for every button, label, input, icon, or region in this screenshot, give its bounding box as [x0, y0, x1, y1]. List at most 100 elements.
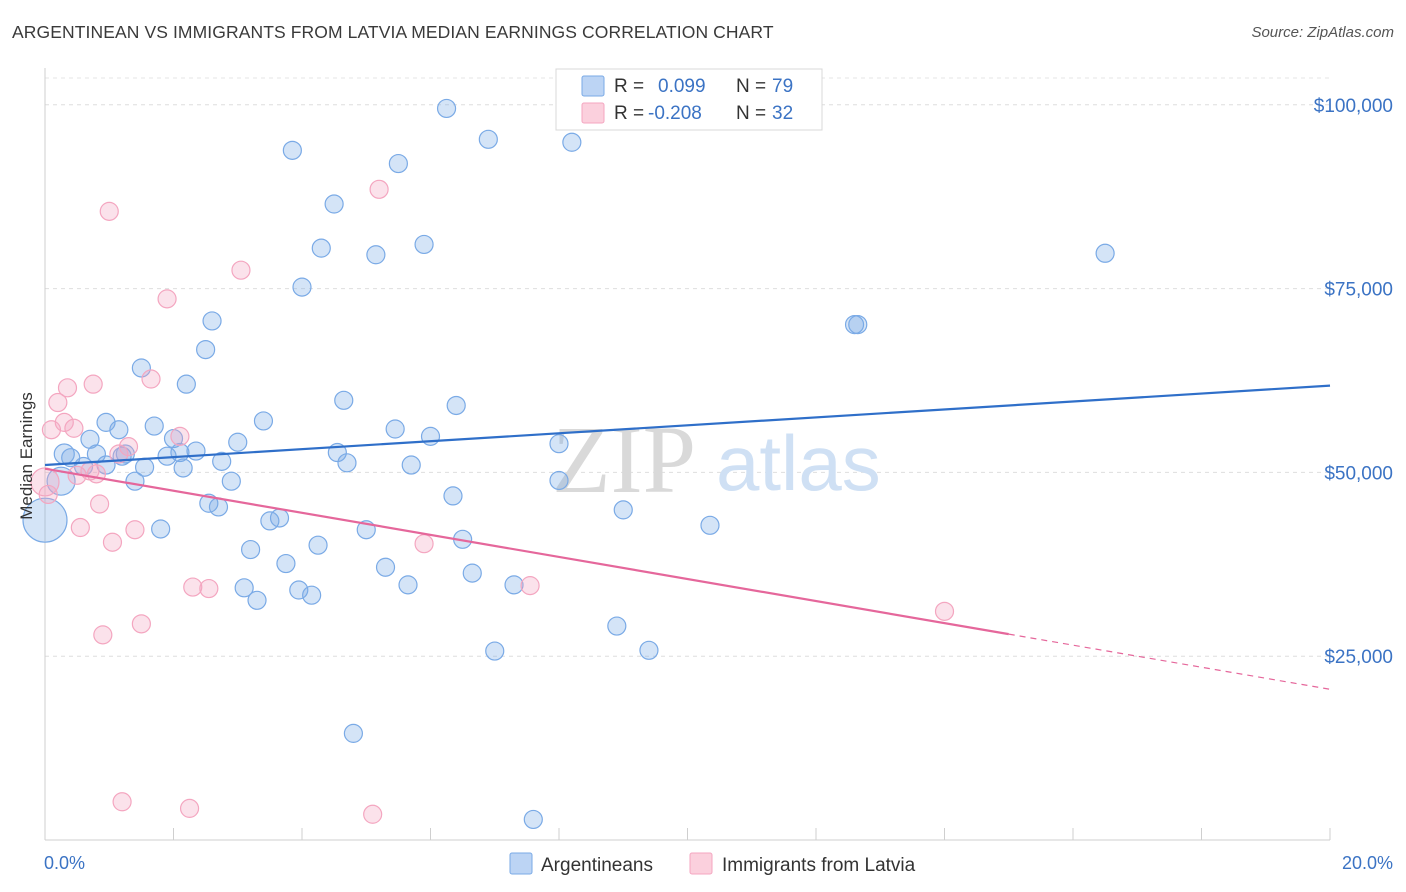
point-argentineans-50 — [375, 557, 396, 577]
point-argentineans-31 — [234, 578, 254, 598]
point-argentineans-14 — [134, 457, 155, 477]
point-argentineans-55 — [414, 234, 434, 255]
point-argentineans-64 — [504, 575, 524, 595]
point-argentineans-15 — [144, 416, 164, 436]
point-latvia-17 — [112, 792, 132, 812]
watermark-zip: ZIP — [552, 406, 696, 513]
legend-r-label-2: R = — [614, 103, 644, 124]
legend-series-swatch-argentineans — [509, 852, 533, 875]
point-latvia-5 — [57, 378, 78, 398]
point-argentineans-16 — [151, 519, 171, 539]
point-argentineans-23 — [196, 339, 216, 360]
x-tick-label-min: 0.0% — [44, 853, 85, 873]
point-latvia-27 — [231, 260, 251, 280]
point-argentineans-71 — [639, 640, 659, 660]
point-argentineans-74 — [848, 314, 868, 335]
watermark-atlas: atlas — [716, 419, 881, 507]
point-latvia-21 — [141, 369, 161, 389]
y-tick-labels: $25,000 $50,000 $75,000 $100,000 — [1314, 96, 1393, 668]
point-argentineans-68 — [562, 132, 582, 152]
point-argentineans-58 — [443, 486, 463, 506]
point-argentineans-24 — [199, 493, 219, 513]
legend-n-label-2: N = — [736, 103, 766, 124]
point-argentineans-36 — [276, 553, 296, 574]
point-argentineans-54 — [401, 455, 421, 475]
point-argentineans-72 — [700, 515, 720, 535]
point-argentineans-67 — [549, 470, 569, 491]
point-latvia-10 — [83, 374, 103, 394]
axes — [44, 68, 1331, 841]
point-argentineans-62 — [478, 129, 498, 149]
point-latvia-3 — [48, 392, 68, 413]
point-latvia-0 — [30, 467, 60, 497]
point-latvia-6 — [64, 418, 84, 438]
point-argentineans-66 — [549, 434, 569, 454]
legend-n-value-1: 79 — [772, 76, 793, 97]
legend-swatch-argentineans — [581, 75, 605, 97]
point-argentineans-69 — [607, 616, 627, 636]
legend-n-value-2: 32 — [772, 103, 793, 124]
y-tick-label: $25,000 — [1324, 647, 1393, 668]
point-latvia-22 — [157, 289, 177, 309]
point-latvia-13 — [93, 625, 113, 645]
point-latvia-25 — [183, 577, 203, 597]
point-argentineans-37 — [282, 140, 302, 160]
x-tick-label-max: 20.0% — [1342, 853, 1393, 873]
y-tick-label: $50,000 — [1324, 463, 1393, 484]
point-latvia-12 — [90, 494, 110, 514]
point-argentineans-45 — [334, 390, 354, 410]
point-argentineans-29 — [228, 432, 248, 452]
point-latvia-29 — [369, 179, 389, 199]
y-tick-label: $100,000 — [1314, 96, 1393, 117]
trend-line-latvia — [44, 467, 1009, 636]
point-latvia-30 — [414, 534, 434, 554]
chart-title: ARGENTINEAN VS IMMIGRANTS FROM LATVIA ME… — [12, 22, 774, 42]
point-argentineans-43 — [324, 194, 344, 214]
point-argentineans-59 — [446, 395, 466, 416]
point-latvia-26 — [199, 578, 219, 599]
point-latvia-16 — [109, 444, 129, 464]
point-argentineans-13 — [131, 358, 151, 378]
watermark: ZIP atlas — [552, 406, 881, 513]
point-latvia-15 — [102, 532, 123, 552]
legend-stats: R = 0.099 N = 79 R = -0.208 N = 32 — [555, 68, 823, 131]
legend-series-latvia: Immigrants from Latvia — [722, 855, 916, 876]
point-argentineans-0 — [22, 497, 68, 543]
point-argentineans-47 — [343, 723, 363, 743]
legend-series: Argentineans Immigrants from Latvia — [509, 852, 916, 876]
point-argentineans-61 — [462, 563, 482, 583]
point-latvia-1 — [38, 484, 58, 505]
point-latvia-32 — [934, 601, 955, 621]
point-argentineans-70 — [613, 500, 633, 520]
legend-n-label-1: N = — [736, 76, 766, 97]
trend-line-latvia-extension — [1008, 633, 1331, 690]
point-argentineans-38 — [289, 580, 309, 600]
point-latvia-11 — [86, 464, 107, 484]
point-latvia-23 — [170, 426, 190, 446]
point-argentineans-63 — [485, 641, 505, 661]
point-latvia-19 — [125, 520, 145, 540]
point-argentineans-51 — [385, 419, 405, 439]
point-argentineans-46 — [337, 453, 357, 473]
point-argentineans-21 — [176, 374, 196, 394]
point-latvia-14 — [99, 201, 119, 221]
point-argentineans-49 — [366, 245, 386, 265]
point-argentineans-39 — [292, 277, 312, 297]
point-argentineans-53 — [398, 575, 418, 595]
point-argentineans-28 — [221, 471, 241, 491]
point-latvia-31 — [520, 576, 540, 596]
legend-series-swatch-latvia — [689, 852, 713, 875]
data-points — [22, 98, 1115, 830]
point-argentineans-27 — [212, 451, 232, 471]
trend-lines — [44, 384, 1331, 690]
trend-line-argentineans — [44, 384, 1331, 467]
point-argentineans-57 — [436, 98, 457, 119]
point-argentineans-9 — [109, 420, 129, 440]
y-axis-label: Median Earnings — [17, 392, 36, 520]
point-latvia-20 — [131, 614, 151, 634]
point-argentineans-41 — [308, 535, 328, 555]
point-argentineans-19 — [170, 442, 190, 463]
point-argentineans-20 — [173, 458, 193, 478]
legend-r-label-1: R = — [614, 76, 644, 97]
